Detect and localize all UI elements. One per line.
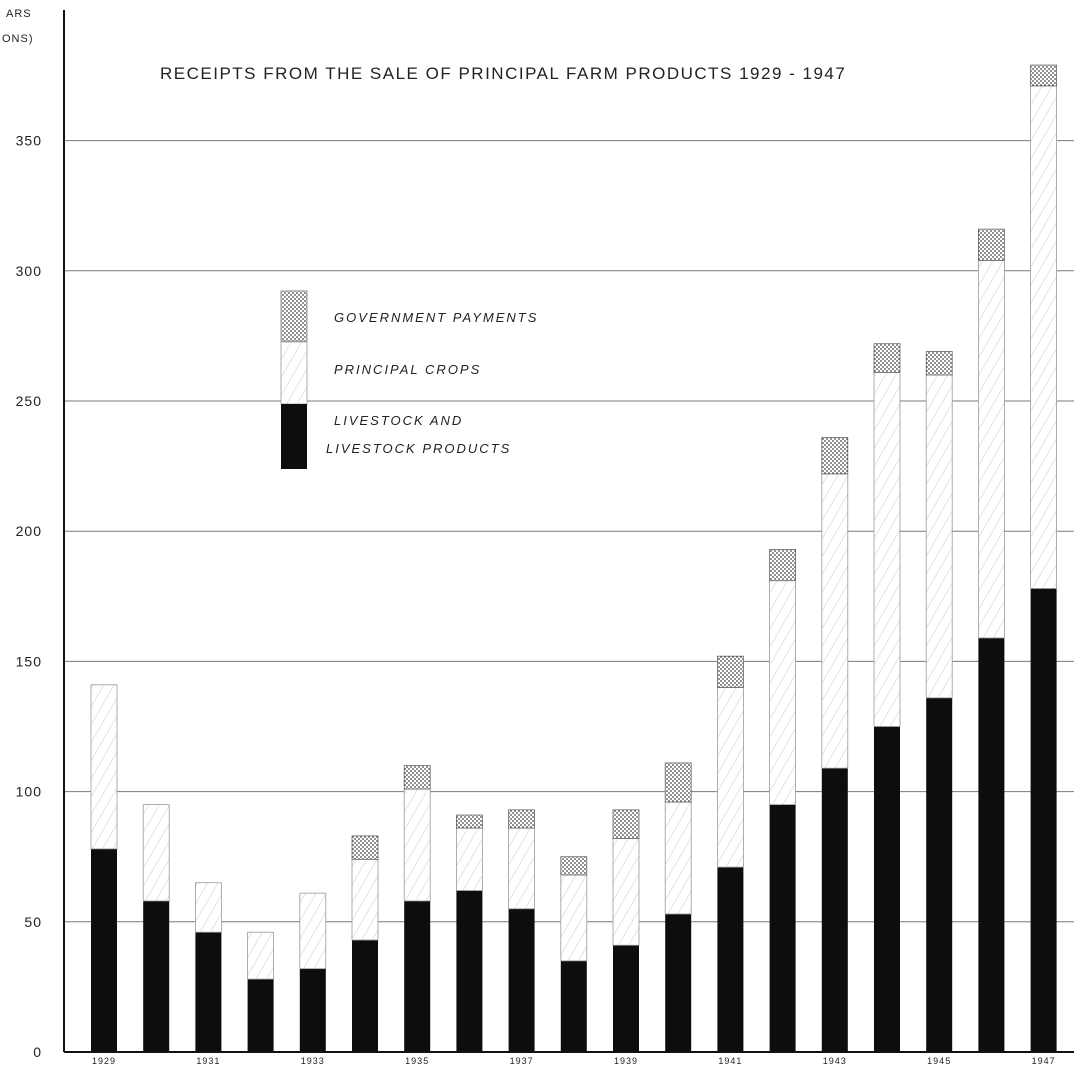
bar-segment-light-hatch-1932 xyxy=(247,931,275,980)
y-tick-label: 200 xyxy=(16,523,42,539)
y-axis-unit-line-2: ONS) xyxy=(2,33,34,45)
bar-segment-light-hatch-1936 xyxy=(455,827,483,891)
x-tick-labels: 1929 1931 1933 1935 1937 1939 1941 1943 1945 1947 xyxy=(92,1056,1056,1066)
bar-segment-solid-black-1940 xyxy=(665,913,692,1052)
bar-segment-light-hatch-1938 xyxy=(560,874,588,962)
bar-segment-dotted-1941 xyxy=(717,655,744,688)
x-tick-label: 1933 xyxy=(301,1056,325,1066)
y-tick-label: 150 xyxy=(16,653,42,669)
bar-segment-light-hatch-1940 xyxy=(664,801,692,915)
legend-label-livestock-line-1: LIVESTOCK AND xyxy=(334,413,463,428)
bar-segment-dotted-1944 xyxy=(873,343,901,373)
legend-label-livestock-line-2: LIVESTOCK PRODUCTS xyxy=(326,441,511,456)
bar-segment-light-hatch-1944 xyxy=(873,371,901,727)
bar-segment-dotted-1942 xyxy=(769,549,796,582)
bar-segment-solid-black-1943 xyxy=(821,768,848,1052)
bar-segment-light-hatch-1937 xyxy=(508,827,536,910)
gridlines xyxy=(64,140,1074,923)
bar-segment-light-hatch-1933 xyxy=(299,892,327,970)
bar-segment-solid-black-1936 xyxy=(456,890,483,1052)
bar-segment-light-hatch-1935 xyxy=(403,788,431,902)
bar-segment-dotted-1937 xyxy=(508,809,536,829)
x-tick-label: 1935 xyxy=(405,1056,429,1066)
bar-segment-solid-black-1946 xyxy=(978,637,1005,1052)
x-tick-label: 1945 xyxy=(927,1056,951,1066)
bar-segment-dotted-1938 xyxy=(560,856,588,876)
bar-segment-dotted-1939 xyxy=(612,809,640,839)
x-tick-label: 1931 xyxy=(196,1056,220,1066)
y-tick-label: 100 xyxy=(16,784,42,800)
bar-segment-dotted-1936 xyxy=(455,814,483,829)
y-axis-unit-line-1: ARS xyxy=(6,8,32,20)
y-tick-label: 0 xyxy=(33,1044,42,1060)
bar-segment-solid-black-1939 xyxy=(613,945,639,1052)
bar-segment-solid-black-1935 xyxy=(404,900,431,1052)
x-tick-label: 1939 xyxy=(614,1056,638,1066)
bar-segment-dotted-1946 xyxy=(978,228,1005,261)
bar-segment-solid-black-1944 xyxy=(874,726,900,1052)
bar-segment-solid-black-1933 xyxy=(299,968,326,1052)
y-tick-label: 250 xyxy=(16,393,42,409)
bar-segment-solid-black-1932 xyxy=(247,979,274,1052)
legend-label-government-payments: GOVERNMENT PAYMENTS xyxy=(334,310,538,325)
y-tick-label: 50 xyxy=(24,914,42,930)
bar-segment-solid-black-1931 xyxy=(195,932,222,1052)
bar-segment-solid-black-1942 xyxy=(769,804,796,1052)
legend-swatch-principal-crops xyxy=(280,341,308,405)
legend-swatch-government-payments xyxy=(280,290,308,342)
legend-swatch-livestock xyxy=(281,404,307,469)
bar-segment-solid-black-1941 xyxy=(717,867,744,1052)
bar-segment-dotted-1943 xyxy=(821,437,849,475)
x-tick-label: 1937 xyxy=(510,1056,534,1066)
bar-segment-solid-black-1947 xyxy=(1030,588,1057,1052)
bar-segment-light-hatch-1931 xyxy=(194,882,222,933)
bar-segment-dotted-1934 xyxy=(351,835,379,860)
bar-segment-light-hatch-1945 xyxy=(925,374,953,699)
bar-segment-light-hatch-1947 xyxy=(1030,85,1057,589)
bar-segment-solid-black-1934 xyxy=(352,940,378,1052)
x-tick-label: 1947 xyxy=(1032,1056,1056,1066)
x-tick-label: 1941 xyxy=(718,1056,742,1066)
bar-segment-solid-black-1938 xyxy=(560,960,587,1052)
bar-stacks xyxy=(90,64,1057,1052)
bar-segment-light-hatch-1946 xyxy=(978,259,1005,639)
legend: GOVERNMENT PAYMENTS PRINCIPAL CROPS LIVE… xyxy=(280,290,538,469)
x-tick-label: 1929 xyxy=(92,1056,116,1066)
bar-segment-light-hatch-1943 xyxy=(821,473,849,769)
bar-segment-light-hatch-1929 xyxy=(90,684,118,850)
bar-segment-light-hatch-1941 xyxy=(717,687,744,868)
bar-segment-solid-black-1930 xyxy=(143,900,170,1052)
bar-segment-light-hatch-1939 xyxy=(612,838,640,946)
y-tick-labels: 0 50 100 150 200 250 300 350 xyxy=(16,133,42,1060)
y-tick-label: 300 xyxy=(16,263,42,279)
bar-segment-dotted-1945 xyxy=(925,351,953,376)
bar-segment-dotted-1935 xyxy=(403,765,431,790)
bar-segment-light-hatch-1934 xyxy=(351,858,379,941)
chart-title: RECEIPTS FROM THE SALE OF PRINCIPAL FARM… xyxy=(160,64,846,83)
y-tick-label: 350 xyxy=(16,133,42,149)
bar-segment-light-hatch-1942 xyxy=(769,580,796,806)
legend-label-principal-crops: PRINCIPAL CROPS xyxy=(334,362,481,377)
bar-segment-solid-black-1945 xyxy=(926,697,953,1052)
bar-segment-solid-black-1929 xyxy=(91,848,117,1052)
x-tick-label: 1943 xyxy=(823,1056,847,1066)
bar-segment-dotted-1940 xyxy=(664,762,692,803)
bar-segment-light-hatch-1930 xyxy=(142,804,170,902)
bar-segment-dotted-1947 xyxy=(1030,64,1057,87)
bar-segment-solid-black-1937 xyxy=(508,908,535,1052)
